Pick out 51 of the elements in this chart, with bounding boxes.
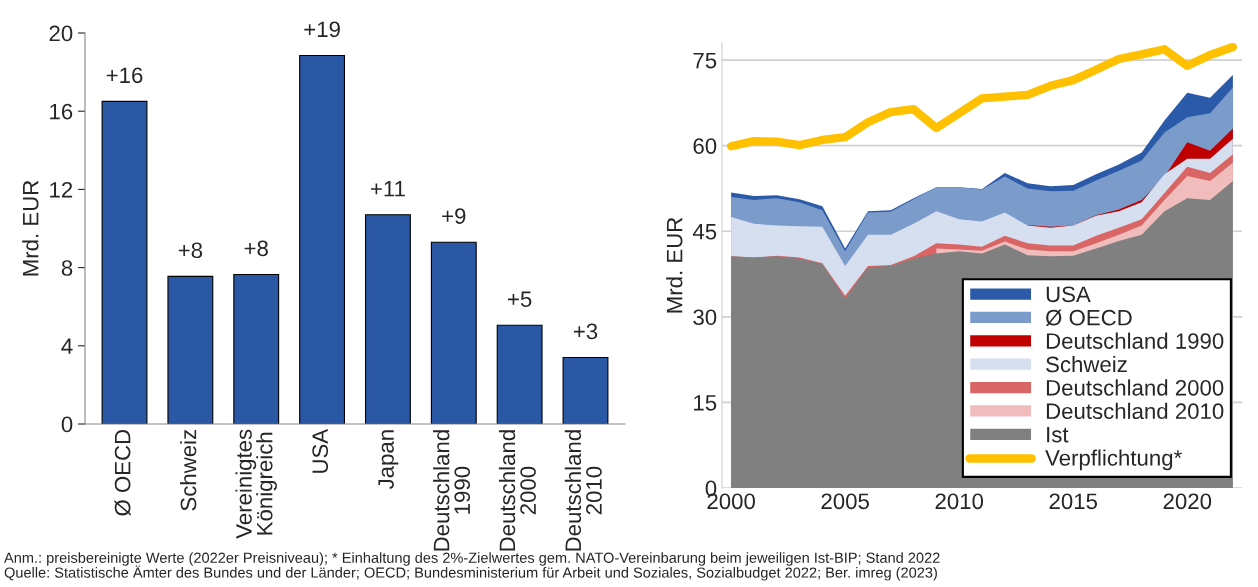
y-tick-label: 30 xyxy=(693,309,717,326)
legend-label: Deutschland 2010 xyxy=(1046,402,1224,420)
y-axis-title: Mrd. EUR xyxy=(22,180,39,276)
y-tick-label: 8 xyxy=(61,260,73,276)
x-tick-label: Japan xyxy=(378,430,399,490)
x-tick-label: Deutschland 2000 xyxy=(498,430,536,551)
y-tick-label: 60 xyxy=(693,138,717,154)
legend-label: USA xyxy=(1046,286,1091,303)
x-tick-label: 2015 xyxy=(1049,493,1098,510)
y-tick-label: 0 xyxy=(61,416,73,433)
source-note: Quelle: Statistische Ämter des Bundes und der Länder; OECD; Bundesministerium für Arbeit und Soziales, Sozialbudget 2022; Ber. imreg (2023) xyxy=(4,565,937,581)
y-tick-label: 12 xyxy=(50,181,73,198)
x-tick-label: Deutschland 2010 xyxy=(564,430,602,551)
data-label: +9 xyxy=(442,208,466,224)
y-tick-label: 16 xyxy=(50,103,73,120)
legend-label: Schweiz xyxy=(1046,355,1127,373)
data-label: +16 xyxy=(106,67,143,84)
x-tick-label: 2020 xyxy=(1163,493,1212,510)
data-label: +11 xyxy=(370,181,405,197)
legend-label: Ist xyxy=(1047,426,1069,443)
bar xyxy=(299,54,346,424)
bar xyxy=(167,275,214,424)
bar xyxy=(430,241,477,424)
bar xyxy=(364,214,411,424)
x-tick-label: Schweiz xyxy=(180,429,197,511)
legend-label: Deutschland 1990 xyxy=(1046,332,1224,349)
data-label: +19 xyxy=(304,21,340,38)
bar xyxy=(233,273,280,424)
data-label: +8 xyxy=(244,240,268,257)
x-tick-label: 2005 xyxy=(821,493,869,510)
legend-label: Ø OECD xyxy=(1045,309,1132,326)
x-tick-label: USA xyxy=(312,428,329,473)
data-label: +8 xyxy=(178,242,203,259)
y-tick-label: 45 xyxy=(692,224,717,240)
legend-label: Verpflichtung* xyxy=(1045,449,1182,471)
x-tick-label: Vereinigtes Königreich xyxy=(235,429,277,539)
data-label: +5 xyxy=(508,291,532,307)
y-tick-label: 20 xyxy=(49,25,73,42)
y-tick-label: 15 xyxy=(694,395,717,411)
y-axis-title: Mrd. EUR xyxy=(666,217,683,313)
bar xyxy=(562,356,609,424)
bar xyxy=(496,324,543,424)
data-label: +3 xyxy=(573,323,598,340)
y-tick-label: 4 xyxy=(61,338,73,354)
legend-label: Deutschland 2000 xyxy=(1046,379,1224,396)
x-tick-label: Deutschland 1990 xyxy=(433,430,471,551)
x-tick-label: 2010 xyxy=(935,493,984,510)
y-tick-label: 75 xyxy=(693,52,717,69)
bar xyxy=(101,100,148,424)
x-tick-label: Ø OECD xyxy=(114,429,131,516)
text: Anm.: preisbereinigte Werte (2022er Preisniveau); * Einhaltung des 2%-Zielwertes gem. NATO-Vereinbarung beim jeweiligen Ist-BIP; Stand 2022 xyxy=(4,552,940,566)
